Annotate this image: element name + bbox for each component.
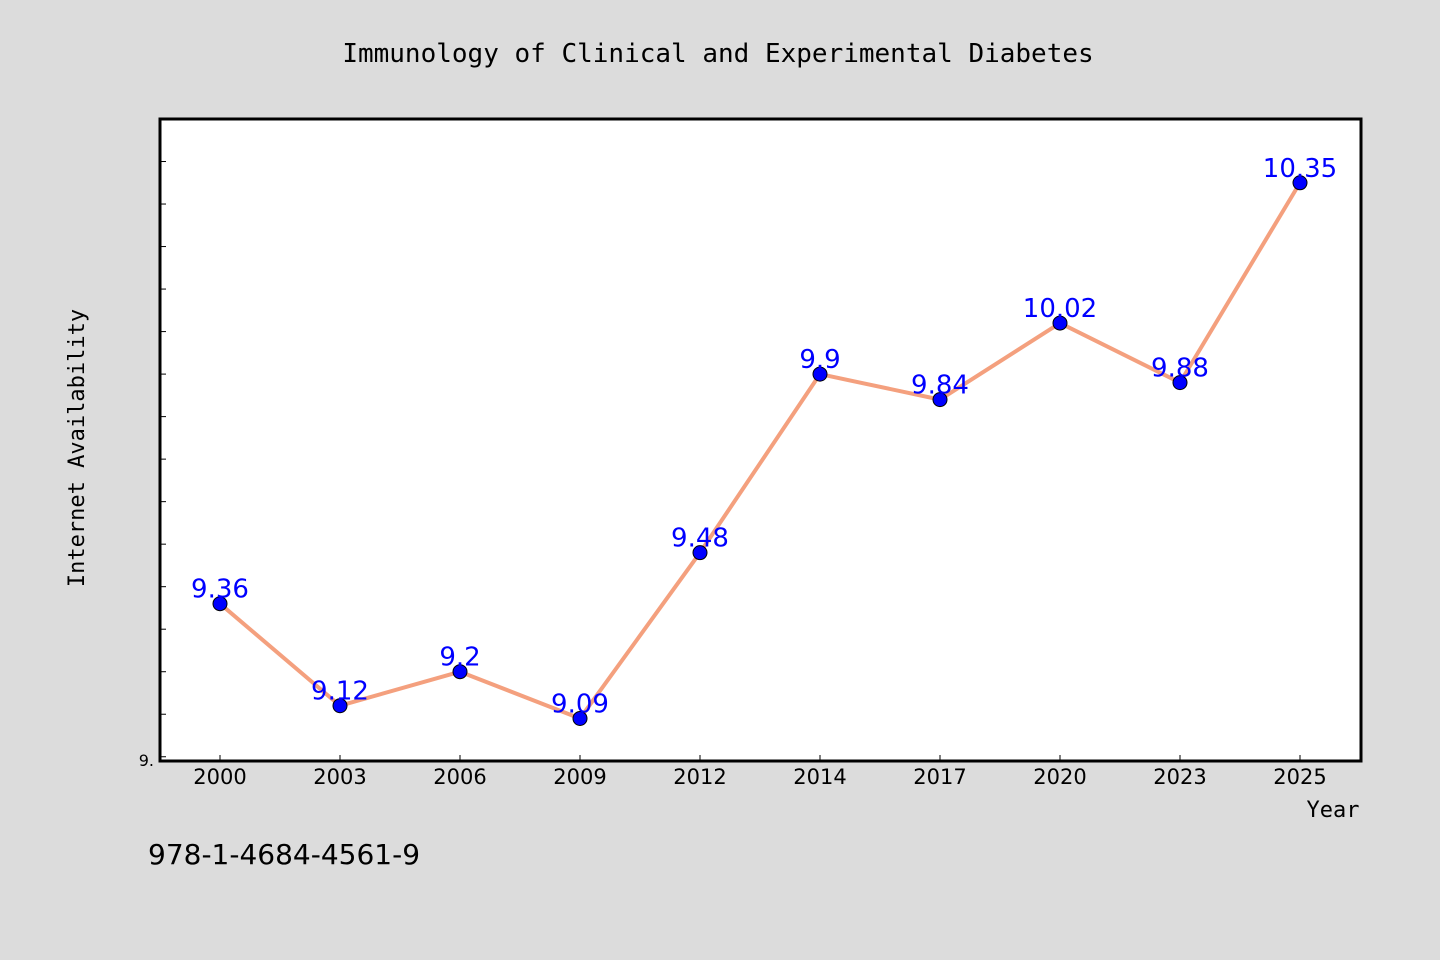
x-tick-label: 2020 xyxy=(1033,765,1086,789)
data-point xyxy=(1172,375,1188,391)
x-tick-label: 2000 xyxy=(193,765,246,789)
data-label: 10.02 xyxy=(1023,294,1097,324)
data-point xyxy=(1052,315,1068,331)
x-tick-label: 2003 xyxy=(313,765,366,789)
series-line xyxy=(218,181,1302,721)
data-point xyxy=(812,366,828,382)
x-tick-label: 2023 xyxy=(1153,765,1206,789)
footer-text: 978-1-4684-4561-9 xyxy=(148,838,420,871)
data-point xyxy=(332,698,348,714)
data-label: 9.9 xyxy=(799,345,840,375)
data-label: 9.2 xyxy=(439,643,480,673)
x-tick-label: 2009 xyxy=(553,765,606,789)
x-axis-label: Year xyxy=(1307,798,1360,823)
data-point xyxy=(572,710,588,726)
data-label: 9.48 xyxy=(671,524,729,554)
data-point xyxy=(692,545,708,561)
data-label: 9.88 xyxy=(1151,354,1209,384)
data-point xyxy=(932,392,948,408)
data-point xyxy=(1292,175,1308,191)
x-tick-label: 2006 xyxy=(433,765,486,789)
data-label: 9.36 xyxy=(191,575,249,605)
x-tick-label: 2017 xyxy=(913,765,966,789)
data-point xyxy=(452,664,468,680)
y-tick-label: 9. xyxy=(139,751,154,770)
data-point xyxy=(212,596,228,612)
data-label: 9.09 xyxy=(551,689,609,719)
x-tick-label: 2012 xyxy=(673,765,726,789)
data-label: 9.12 xyxy=(311,677,369,707)
plot-area xyxy=(158,117,1363,763)
x-tick-label: 2025 xyxy=(1273,765,1326,789)
data-label: 10.35 xyxy=(1263,154,1337,184)
x-tick-label: 2014 xyxy=(793,765,846,789)
data-label: 9.84 xyxy=(911,371,969,401)
chart-title: Immunology of Clinical and Experimental … xyxy=(342,39,1093,69)
y-axis-label: Internet Availability xyxy=(65,309,90,587)
